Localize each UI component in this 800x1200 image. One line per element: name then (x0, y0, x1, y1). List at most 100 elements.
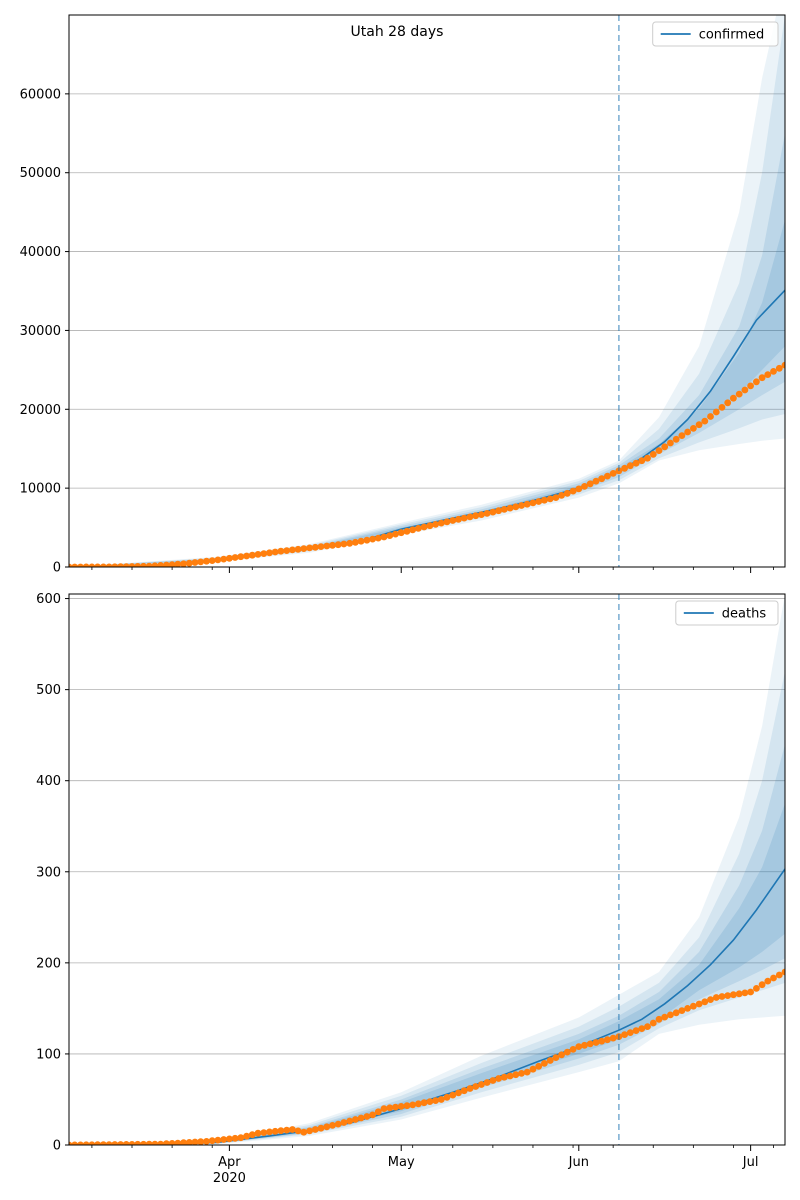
observed-point (271, 548, 279, 556)
observed-point (323, 1123, 331, 1131)
observed-point (621, 464, 628, 472)
observed-point (667, 1011, 674, 1019)
observed-point (741, 989, 749, 997)
observed-point (392, 530, 399, 538)
observed-point (329, 1122, 336, 1129)
observed-point (180, 560, 187, 567)
observed-point (529, 499, 537, 507)
observed-point (563, 1048, 571, 1056)
observed-point (518, 502, 525, 509)
observed-point (71, 1141, 79, 1145)
observed-point (415, 1100, 422, 1108)
observed-point (512, 1071, 520, 1079)
observed-point (168, 561, 176, 567)
observed-point (632, 459, 640, 467)
y-tick-label: 50000 (20, 166, 61, 181)
observed-point (248, 1131, 256, 1139)
observed-point (644, 1023, 651, 1030)
observed-point (455, 1089, 462, 1097)
observed-point (266, 1128, 273, 1136)
observed-point (541, 496, 548, 504)
y-tick-label: 400 (36, 774, 61, 789)
observed-point (695, 1000, 703, 1008)
observed-point (220, 1136, 228, 1143)
observed-point (678, 1007, 686, 1014)
y-tick-label: 100 (36, 1047, 61, 1062)
legend: deaths (675, 600, 779, 626)
observed-point (208, 1137, 216, 1145)
observed-point (649, 451, 657, 458)
observed-point (208, 557, 216, 564)
observed-point (609, 470, 617, 477)
x-tick-label: Apr (218, 1155, 241, 1170)
axes-frame (68, 593, 786, 1146)
observed-point (283, 1126, 291, 1134)
y-tick-label: 10000 (20, 482, 61, 497)
observed-point (701, 998, 709, 1006)
observed-point (151, 562, 159, 567)
observed-point (203, 1138, 210, 1145)
observed-point (592, 477, 600, 485)
observed-point (466, 513, 474, 521)
legend-label: confirmed (699, 28, 765, 43)
observed-point (569, 1046, 577, 1053)
observed-point (248, 551, 256, 559)
observed-point (575, 1043, 583, 1050)
observed-point (168, 1140, 176, 1145)
observed-point (535, 1062, 543, 1070)
observed-point (369, 1111, 376, 1119)
observed-point (163, 561, 170, 567)
observed-point (443, 1093, 451, 1101)
observed-point (426, 522, 434, 530)
observed-point (730, 394, 737, 402)
observed-point (352, 538, 359, 546)
observed-point (277, 547, 285, 555)
observed-point (718, 404, 726, 411)
observed-point (374, 1108, 382, 1116)
observed-point (191, 559, 199, 566)
observed-point (243, 552, 251, 560)
observed-point (145, 562, 153, 567)
observed-point (409, 1101, 417, 1109)
observed-point (237, 553, 245, 561)
observed-point (753, 378, 760, 386)
observed-point (569, 487, 577, 495)
observed-point (197, 1138, 205, 1145)
observed-point (163, 1140, 170, 1145)
observed-point (775, 364, 783, 372)
observed-point (598, 475, 606, 483)
observed-point (506, 504, 514, 512)
observed-point (695, 421, 703, 429)
observed-point (592, 1039, 600, 1046)
observed-point (300, 545, 308, 552)
observed-point (185, 559, 193, 567)
observed-series (69, 361, 785, 567)
observed-point (443, 518, 451, 526)
observed-point (363, 536, 371, 544)
observed-point (495, 1075, 502, 1082)
observed-point (100, 563, 107, 567)
observed-point (151, 1140, 159, 1145)
observed-point (260, 1129, 268, 1136)
observed-point (753, 985, 760, 992)
observed-point (311, 543, 319, 551)
observed-point (392, 1103, 399, 1111)
observed-series (69, 968, 785, 1145)
observed-point (105, 1141, 113, 1145)
observed-point (140, 1140, 147, 1145)
observed-point (707, 413, 714, 420)
observed-point (483, 1079, 491, 1086)
observed-point (541, 1060, 548, 1067)
observed-point (546, 1057, 554, 1064)
observed-point (323, 542, 331, 550)
observed-point (231, 1134, 239, 1142)
observed-point (724, 992, 732, 999)
observed-point (111, 563, 119, 567)
observed-point (437, 519, 445, 527)
observed-point (105, 563, 113, 567)
observed-point (598, 1037, 606, 1045)
observed-point (655, 447, 663, 454)
observed-point (730, 991, 737, 999)
